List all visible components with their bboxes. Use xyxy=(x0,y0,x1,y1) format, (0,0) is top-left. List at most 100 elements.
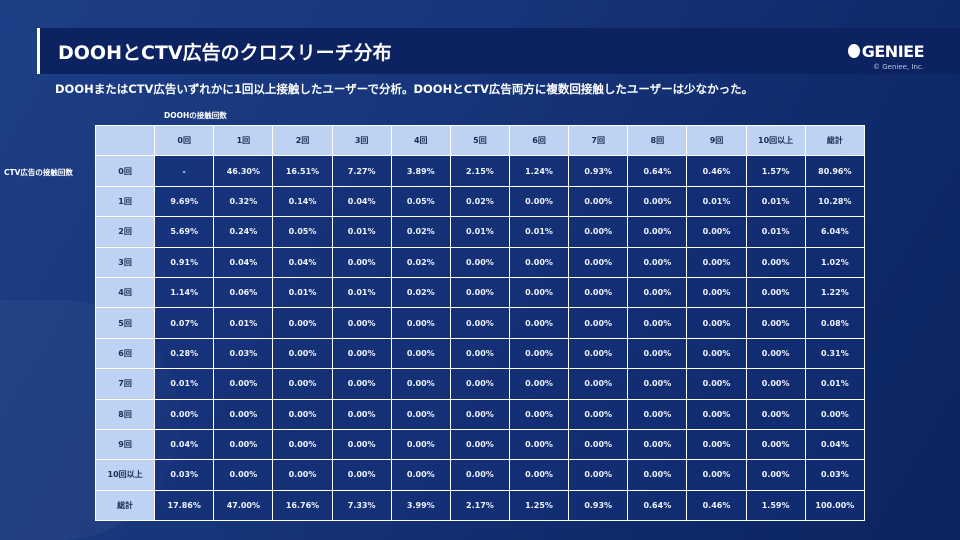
column-header: 2回 xyxy=(272,124,333,157)
table-cell: 0.00% xyxy=(568,307,629,339)
title-bar: DOOHとCTV広告のクロスリーチ分布 GENIEE © Geniee, Inc… xyxy=(37,28,960,74)
table-cell: 0.00% xyxy=(745,459,806,491)
table-cell: 0.00% xyxy=(568,246,629,278)
table-cell: 0.00% xyxy=(331,398,392,430)
table-cell: 0.00% xyxy=(154,398,215,430)
page-title: DOOHとCTV広告のクロスリーチ分布 xyxy=(58,42,392,64)
copyright: © Geniee, Inc. xyxy=(873,63,924,71)
table-cell: 0.00% xyxy=(686,368,747,400)
table-cell: 0.00% xyxy=(686,459,747,491)
row-header: 総計 xyxy=(94,489,156,522)
row-header: 0回 xyxy=(94,155,156,187)
table-cell: 0.00% xyxy=(745,246,806,278)
table-cell: 0.00% xyxy=(686,307,747,339)
table-cell: 80.96% xyxy=(804,155,866,187)
table-cell: 0.00% xyxy=(449,276,510,309)
table-cell: 0.00% xyxy=(272,398,333,430)
table-cell: 0.00% xyxy=(568,428,629,461)
table-cell: 0.00% xyxy=(390,368,451,400)
table-cell: 0.00% xyxy=(686,216,747,248)
table-cell: 0.00% xyxy=(272,368,333,400)
table-cell: 0.00% xyxy=(568,398,629,430)
table-cell: 0.00% xyxy=(745,337,806,370)
table-cell: 0.00% xyxy=(627,276,688,309)
table-cell: 0.00% xyxy=(508,276,570,309)
table-cell: 0.24% xyxy=(213,216,274,248)
table-row: 1回 9.69% 0.32% 0.14% 0.04% 0.05% 0.02% 0.00% 0.0… xyxy=(94,185,866,218)
table-row: 4回 1.14% 0.06% 0.01% 0.01% 0.02% 0.00% 0.00% 0.0… xyxy=(94,276,866,309)
table-cell: 0.01% xyxy=(331,216,392,248)
table-cell: 0.00% xyxy=(627,185,688,218)
table-cell: 0.00% xyxy=(449,459,510,491)
table-cell: 0.00% xyxy=(213,368,274,400)
table-row: 6回 0.28% 0.03% 0.00% 0.00% 0.00% 0.00% 0.00% 0.0… xyxy=(94,337,866,370)
table-cell: 0.04% xyxy=(213,246,274,278)
table-cell: 46.30% xyxy=(213,155,274,187)
cross-reach-table: 0回 1回 2回 3回 4回 5回 6回 7回 8回 9回 10回以上 総計 0回 -46.30% 16.5… xyxy=(94,124,866,522)
table-cell: 9.69% xyxy=(154,185,215,218)
table-cell: 0.00% xyxy=(686,398,747,430)
table-cell: 0.00% xyxy=(449,428,510,461)
table-cell: 0.00% xyxy=(686,246,747,278)
table-cell: 0.00% xyxy=(745,428,806,461)
table-cell: 0.00% xyxy=(449,398,510,430)
row-header: 7回 xyxy=(94,368,156,400)
table-cell: 0.00% xyxy=(508,337,570,370)
table-cell: 3.89% xyxy=(390,155,451,187)
table-cell: 0.01% xyxy=(508,216,570,248)
table-cell: 0.00% xyxy=(508,459,570,491)
table-cell: 0.00% xyxy=(568,276,629,309)
table-row: 3回 0.91% 0.04% 0.04% 0.00% 0.02% 0.00% 0.00% 0.0… xyxy=(94,246,866,278)
table-cell: 0.00% xyxy=(508,398,570,430)
table-cell: 0.00% xyxy=(804,398,866,430)
table-cell: 16.51% xyxy=(272,155,333,187)
table-cell: 0.00% xyxy=(745,368,806,400)
table-cell: 0.00% xyxy=(508,428,570,461)
table-cell: 0.00% xyxy=(272,337,333,370)
table-cell: 1.22% xyxy=(804,276,866,309)
table-cell: 0.02% xyxy=(390,246,451,278)
table-cell: 0.31% xyxy=(804,337,866,370)
table-cell: 0.01% xyxy=(804,368,866,400)
table-row: 9回 0.04% 0.00% 0.00% 0.00% 0.00% 0.00% 0.00% 0.0… xyxy=(94,428,866,461)
table-cell: 0.00% xyxy=(508,246,570,278)
table-cell: 0.00% xyxy=(272,459,333,491)
table-row: 0回 -46.30% 16.51% 7.27% 3.89% 2.15% 1.24% 0.93%… xyxy=(94,155,866,187)
table-cell: 0.02% xyxy=(390,216,451,248)
table-row: 8回 0.00% 0.00% 0.00% 0.00% 0.00% 0.00% 0.00% 0.0… xyxy=(94,398,866,430)
table-cell: 0.00% xyxy=(449,246,510,278)
table-cell: 100.00% xyxy=(804,489,866,522)
table-cell: 0.08% xyxy=(804,307,866,339)
table-cell: 0.00% xyxy=(272,307,333,339)
row-header: 10回以上 xyxy=(94,459,156,491)
column-header: 10回以上 xyxy=(745,124,806,157)
header-row: 0回 1回 2回 3回 4回 5回 6回 7回 8回 9回 10回以上 総計 xyxy=(94,124,866,157)
table-cell: 0.00% xyxy=(568,368,629,400)
table-cell: 0.07% xyxy=(154,307,215,339)
logo-icon xyxy=(847,44,860,58)
table-row: 5回 0.07% 0.01% 0.00% 0.00% 0.00% 0.00% 0.00% 0.0… xyxy=(94,307,866,339)
table-row: 2回 5.69% 0.24% 0.05% 0.01% 0.02% 0.01% 0.01% 0.0… xyxy=(94,216,866,248)
table-cell: 0.01% xyxy=(331,276,392,309)
table-cell: 0.04% xyxy=(154,428,215,461)
table-cell: 0.64% xyxy=(627,155,688,187)
table-cell: 47.00% xyxy=(213,489,274,522)
table-cell: 0.00% xyxy=(508,307,570,339)
table-cell: 0.00% xyxy=(568,337,629,370)
table-cell: 2.17% xyxy=(449,489,510,522)
column-header: 1回 xyxy=(213,124,274,157)
table-cell: 0.93% xyxy=(568,155,629,187)
table-cell: 0.00% xyxy=(745,276,806,309)
table-row: 7回 0.01% 0.00% 0.00% 0.00% 0.00% 0.00% 0.00% 0.0… xyxy=(94,368,866,400)
column-header: 5回 xyxy=(449,124,510,157)
table-cell: 0.93% xyxy=(568,489,629,522)
table-cell: 0.01% xyxy=(745,216,806,248)
table-cell: 0.00% xyxy=(390,459,451,491)
row-header: 8回 xyxy=(94,398,156,430)
table-cell: 0.00% xyxy=(331,459,392,491)
table-cell: 0.00% xyxy=(390,398,451,430)
y-axis-label: CTV広告の接触回数 xyxy=(4,168,73,177)
table-row: 10回以上 0.03% 0.00% 0.00% 0.00% 0.00% 0.00% 0.00%… xyxy=(94,459,866,491)
column-header: 0回 xyxy=(154,124,215,157)
table-cell: 0.05% xyxy=(272,216,333,248)
